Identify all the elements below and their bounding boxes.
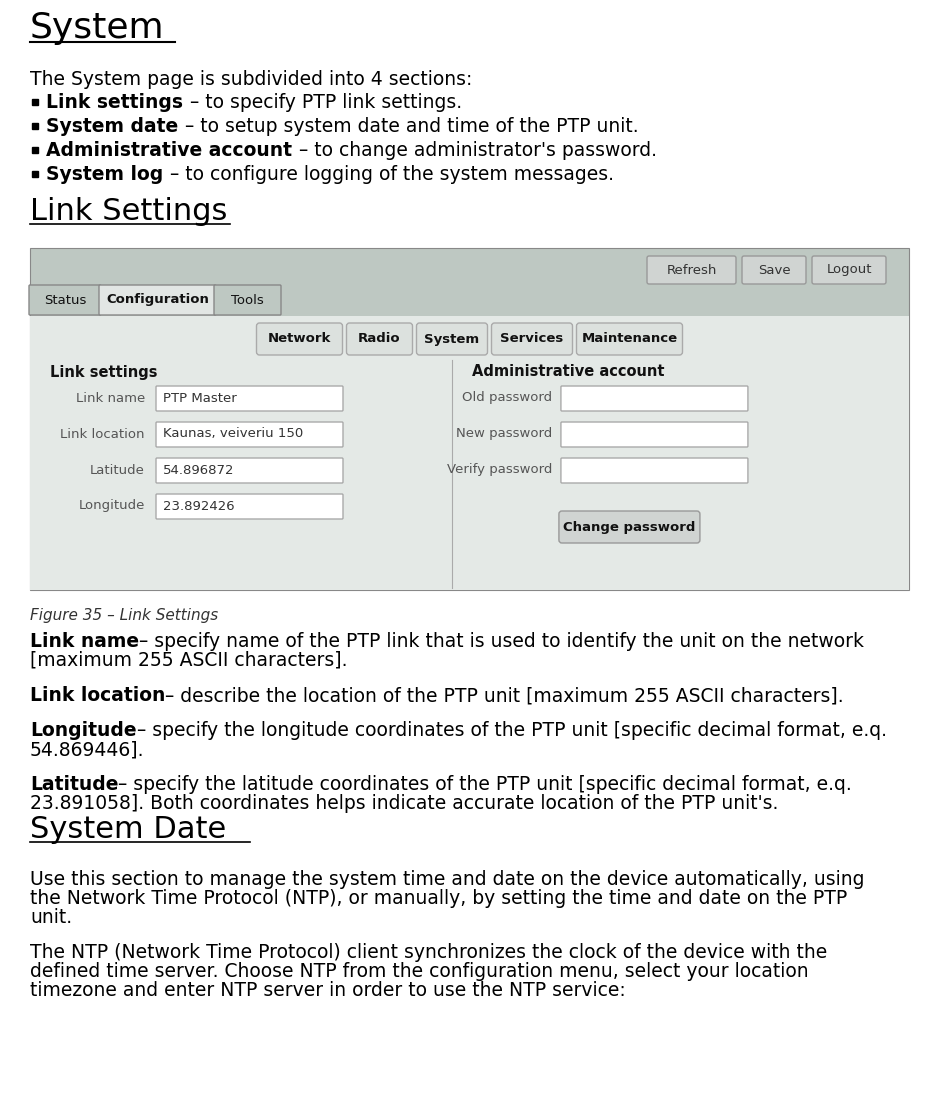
Text: – to setup system date and time of the PTP unit.: – to setup system date and time of the P…	[179, 117, 639, 136]
FancyBboxPatch shape	[29, 285, 101, 315]
Text: Kaunas, veiveriu 150: Kaunas, veiveriu 150	[163, 428, 303, 440]
FancyBboxPatch shape	[561, 458, 748, 483]
Text: Longitude: Longitude	[30, 720, 137, 739]
FancyBboxPatch shape	[647, 256, 736, 284]
FancyBboxPatch shape	[346, 323, 412, 355]
Text: [maximum 255 ASCII characters].: [maximum 255 ASCII characters].	[30, 651, 347, 670]
Bar	[30, 248, 909, 590]
Text: Figure 35 – Link Settings: Figure 35 – Link Settings	[30, 608, 218, 623]
Text: Link location: Link location	[60, 428, 145, 440]
Text: Change password: Change password	[563, 521, 696, 534]
Text: Services: Services	[500, 333, 563, 345]
Text: – to change administrator's password.: – to change administrator's password.	[293, 142, 657, 161]
FancyBboxPatch shape	[417, 323, 487, 355]
Bar	[32, 99, 38, 105]
Text: Radio: Radio	[358, 333, 401, 345]
Text: – to configure logging of the system messages.: – to configure logging of the system mes…	[164, 165, 614, 184]
Bar	[32, 123, 38, 128]
Text: Latitude: Latitude	[30, 775, 118, 794]
Text: – specify name of the PTP link that is used to identify the unit on the network: – specify name of the PTP link that is u…	[139, 632, 864, 651]
Text: Use this section to manage the system time and date on the device automatically,: Use this section to manage the system ti…	[30, 870, 865, 889]
Text: Configuration: Configuration	[106, 294, 209, 306]
FancyBboxPatch shape	[256, 323, 343, 355]
Text: Longitude: Longitude	[79, 499, 145, 513]
Text: Link settings: Link settings	[46, 94, 183, 113]
Text: System: System	[424, 333, 480, 345]
Text: 54.896872: 54.896872	[163, 464, 235, 477]
Text: 23.891058]. Both coordinates helps indicate accurate location of the PTP unit's.: 23.891058]. Both coordinates helps indic…	[30, 794, 778, 813]
Text: – specify the latitude coordinates of the PTP unit [specific decimal format, e.q: – specify the latitude coordinates of th…	[118, 775, 853, 794]
FancyBboxPatch shape	[742, 256, 806, 284]
Text: Status: Status	[44, 294, 86, 306]
FancyBboxPatch shape	[812, 256, 886, 284]
Text: defined time server. Choose NTP from the configuration menu, select your locatio: defined time server. Choose NTP from the…	[30, 962, 808, 981]
Text: Link settings: Link settings	[50, 364, 158, 380]
Text: Old password: Old password	[462, 391, 552, 404]
Text: Latitude: Latitude	[90, 464, 145, 477]
Text: Administrative account: Administrative account	[472, 364, 665, 380]
FancyBboxPatch shape	[561, 422, 748, 447]
Bar	[32, 147, 38, 153]
FancyBboxPatch shape	[99, 285, 216, 315]
Text: Logout: Logout	[826, 264, 871, 277]
Text: New password: New password	[455, 428, 552, 440]
Text: timezone and enter NTP server in order to use the NTP service:: timezone and enter NTP server in order t…	[30, 981, 625, 1000]
FancyBboxPatch shape	[491, 323, 573, 355]
Text: Maintenance: Maintenance	[581, 333, 678, 345]
FancyBboxPatch shape	[156, 386, 343, 411]
FancyBboxPatch shape	[156, 458, 343, 483]
Text: System log: System log	[46, 165, 163, 184]
Text: System: System	[30, 11, 164, 45]
Text: Network: Network	[268, 333, 331, 345]
Text: Verify password: Verify password	[447, 464, 552, 477]
FancyBboxPatch shape	[559, 510, 700, 543]
Text: – to specify PTP link settings.: – to specify PTP link settings.	[184, 94, 462, 113]
Text: Save: Save	[758, 264, 791, 277]
Text: Link Settings: Link Settings	[30, 197, 227, 226]
FancyBboxPatch shape	[156, 494, 343, 519]
Text: System Date: System Date	[30, 815, 226, 844]
Text: System date: System date	[46, 117, 178, 136]
FancyBboxPatch shape	[561, 386, 748, 411]
FancyBboxPatch shape	[156, 422, 343, 447]
FancyBboxPatch shape	[577, 323, 683, 355]
Text: Link name: Link name	[30, 632, 139, 651]
Text: 23.892426: 23.892426	[163, 499, 235, 513]
Text: 54.869446].: 54.869446].	[30, 739, 145, 758]
Bar	[32, 171, 38, 176]
Text: Link location: Link location	[30, 686, 165, 705]
FancyBboxPatch shape	[214, 285, 281, 315]
Text: Tools: Tools	[231, 294, 264, 306]
Text: PTP Master: PTP Master	[163, 391, 237, 404]
Text: Administrative account: Administrative account	[46, 142, 292, 161]
Text: – specify the longitude coordinates of the PTP unit [specific decimal format, e.: – specify the longitude coordinates of t…	[137, 720, 886, 739]
Bar	[30, 316, 909, 590]
Text: Link name: Link name	[76, 391, 145, 404]
Text: The NTP (Network Time Protocol) client synchronizes the clock of the device with: The NTP (Network Time Protocol) client s…	[30, 943, 827, 962]
Text: unit.: unit.	[30, 908, 72, 927]
Text: the Network Time Protocol (NTP), or manually, by setting the time and date on th: the Network Time Protocol (NTP), or manu…	[30, 889, 847, 908]
Text: Refresh: Refresh	[667, 264, 716, 277]
Text: The System page is subdivided into 4 sections:: The System page is subdivided into 4 sec…	[30, 70, 472, 89]
Text: – describe the location of the PTP unit [maximum 255 ASCII characters].: – describe the location of the PTP unit …	[165, 686, 844, 705]
